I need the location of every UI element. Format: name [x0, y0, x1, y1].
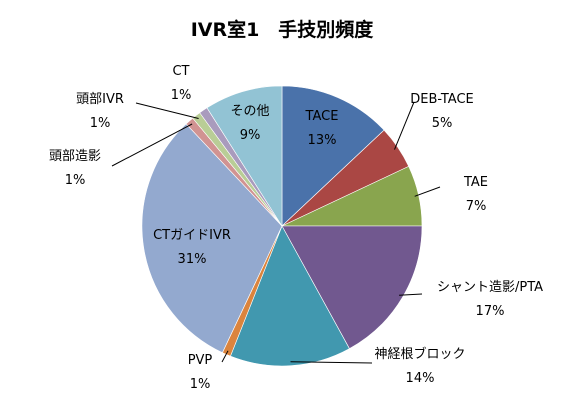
leader-line-3 [399, 293, 423, 296]
slice-percent-label: 1% [171, 88, 192, 103]
slice-percent-label: 1% [90, 116, 111, 131]
slice-category-label: 頭部IVR [76, 92, 124, 107]
chart-title: IVR室1 手技別頻度 [191, 18, 375, 41]
leader-line-5 [221, 350, 229, 363]
slice-percent-label: 9% [240, 128, 261, 143]
slice-category-label: その他 [230, 104, 269, 119]
slice-label-5: PVP 1% [188, 353, 213, 392]
slice-percent-label: 31% [178, 252, 207, 267]
pie-slice-6 [141, 123, 283, 354]
slice-category-label: CT [172, 64, 189, 79]
pie-slices [141, 85, 423, 367]
slice-category-label: TAE [463, 175, 488, 190]
pie-slice-10 [206, 85, 283, 228]
slice-label-10: その他 9% [230, 104, 269, 143]
leader-line-8 [135, 102, 199, 119]
slice-category-label: TACE [305, 109, 339, 124]
pie-slice-3 [281, 225, 423, 350]
slice-label-6: CTガイドIVR 31% [153, 228, 231, 267]
slice-category-label: PVP [188, 353, 213, 368]
leader-line-4 [290, 361, 373, 364]
pie-slice-4 [230, 225, 350, 367]
slice-percent-label: 1% [190, 377, 211, 392]
slice-category-label: CTガイドIVR [153, 228, 231, 243]
slice-percent-label: 17% [476, 304, 505, 319]
slice-label-7: 頭部造影 1% [49, 149, 101, 188]
leader-line-7 [111, 123, 193, 167]
slice-category-label: 頭部造影 [49, 149, 101, 164]
leader-line-2 [414, 186, 441, 197]
slice-category-label: DEB-TACE [410, 92, 474, 107]
slice-percent-label: 14% [406, 371, 435, 386]
slice-label-3: シャント造影/PTA 17% [437, 280, 543, 319]
slice-label-2: TAE 7% [463, 175, 488, 214]
slice-label-8: 頭部IVR 1% [76, 92, 124, 131]
slice-label-9: CT 1% [171, 64, 192, 103]
slice-labels: TACE 13% DEB-TACE 5% TAE 7% シャント造影/PTA 17% 神経根ブロ… [49, 64, 543, 392]
slice-label-0: TACE 13% [305, 109, 339, 148]
slice-percent-label: 1% [65, 173, 86, 188]
pie-slice-0 [281, 85, 385, 227]
leader-line-1 [394, 101, 415, 150]
slice-category-label: 神経根ブロック [374, 346, 465, 362]
slice-percent-label: 5% [432, 116, 453, 131]
leader-lines [111, 101, 441, 364]
slice-label-4: 神経根ブロック 14% [374, 346, 465, 386]
slice-percent-label: 13% [308, 133, 337, 148]
slice-percent-label: 7% [466, 199, 487, 214]
slice-label-1: DEB-TACE 5% [410, 92, 474, 131]
slice-category-label: シャント造影/PTA [437, 280, 543, 295]
